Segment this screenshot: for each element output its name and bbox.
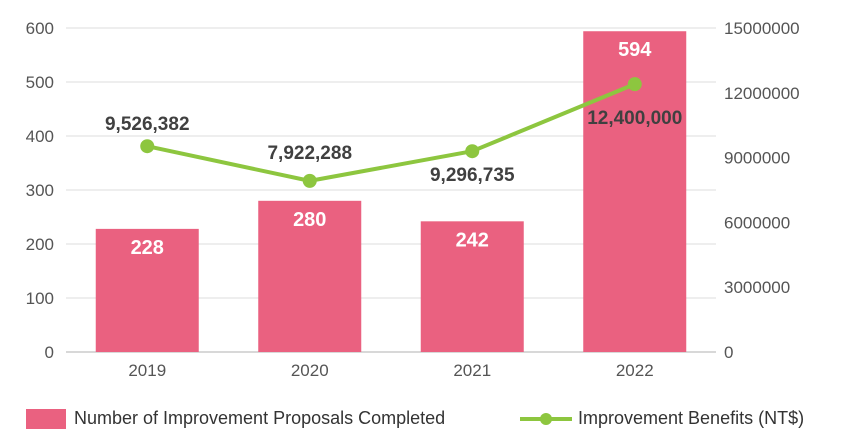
legend-bar-swatch xyxy=(26,408,66,429)
x-tick-label: 2020 xyxy=(291,361,329,380)
x-axis-ticks: 2019 2020 2021 2022 xyxy=(128,361,653,380)
bar-data-label: 280 xyxy=(293,209,326,231)
x-tick-label: 2022 xyxy=(616,361,654,380)
line-data-label: 9,526,382 xyxy=(105,114,190,135)
left-tick-label: 600 xyxy=(26,19,54,38)
legend-line-swatch xyxy=(520,412,572,425)
left-tick-label: 100 xyxy=(26,289,54,308)
benefits-line xyxy=(146,82,636,183)
legend-label-proposals: Number of Improvement Proposals Complete… xyxy=(74,408,446,428)
bar-data-label: 594 xyxy=(618,39,652,61)
left-axis-ticks: 0 100 200 300 400 500 600 xyxy=(26,19,54,362)
legend-label-benefits: Improvement Benefits (NT$) xyxy=(578,408,805,428)
bar xyxy=(258,200,362,352)
left-tick-label: 300 xyxy=(26,181,54,200)
left-tick-label: 0 xyxy=(45,343,54,362)
line-data-label: 9,296,735 xyxy=(430,165,515,186)
left-tick-label: 200 xyxy=(26,235,54,254)
right-axis-ticks: 0 3000000 6000000 9000000 12000000 15000000 xyxy=(724,19,800,362)
x-tick-label: 2021 xyxy=(453,361,491,380)
bar-data-label: 242 xyxy=(456,229,489,251)
legend-item-proposals: Number of Improvement Proposals Complete… xyxy=(26,408,445,429)
line-data-label: 12,400,000 xyxy=(587,108,682,129)
bar xyxy=(95,228,199,352)
right-tick-label: 12000000 xyxy=(724,84,800,103)
bar xyxy=(420,221,524,352)
bar-series xyxy=(95,31,687,353)
right-tick-label: 6000000 xyxy=(724,213,790,232)
line-data-label: 7,922,288 xyxy=(267,143,352,164)
left-tick-label: 500 xyxy=(26,73,54,92)
line-point xyxy=(140,139,155,154)
legend: Number of Improvement Proposals Complete… xyxy=(0,400,848,440)
line-point xyxy=(302,173,317,188)
chart-area: 0 100 200 300 400 500 600 0 3000000 6000000 90000… xyxy=(26,19,800,380)
right-tick-label: 9000000 xyxy=(724,149,790,168)
right-tick-label: 0 xyxy=(724,343,733,362)
right-tick-label: 3000000 xyxy=(724,278,790,297)
left-tick-label: 400 xyxy=(26,127,54,146)
bar-data-label: 228 xyxy=(131,237,164,259)
legend-item-benefits: Improvement Benefits (NT$) xyxy=(520,408,804,429)
line-point xyxy=(465,144,480,159)
line-series xyxy=(140,77,642,188)
right-tick-label: 15000000 xyxy=(724,19,800,38)
x-tick-label: 2019 xyxy=(128,361,166,380)
line-point xyxy=(627,77,642,92)
data-labels: 228 280 242 594 9,526,382 7,922,288 9,296,735 1… xyxy=(105,39,682,259)
